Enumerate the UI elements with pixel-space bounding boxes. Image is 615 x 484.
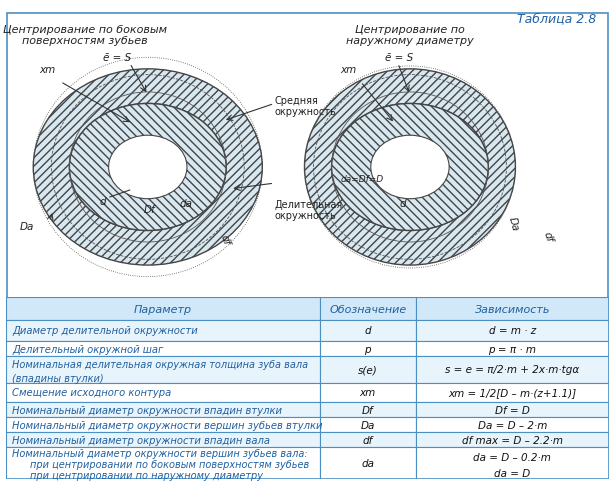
Ellipse shape [331,104,488,231]
Ellipse shape [109,136,187,199]
Text: Диаметр делительной окружности: Диаметр делительной окружности [12,326,198,336]
Text: s(e): s(e) [358,365,378,375]
Bar [320,432,416,447]
Text: Номинальный диаметр окружности впадин втулки: Номинальный диаметр окружности впадин вт… [12,405,282,415]
Ellipse shape [33,70,263,266]
Text: p = π · m: p = π · m [488,344,536,354]
Text: xm = 1/2[D – m·(z+1.1)]: xm = 1/2[D – m·(z+1.1)] [448,388,576,398]
Bar [6,417,320,432]
Text: при центрировании по наружному диаметру: при центрировании по наружному диаметру [30,470,263,480]
Text: Центрирование по
наружному диаметру: Центрирование по наружному диаметру [346,25,474,46]
Bar [320,383,416,402]
Text: da = D: da = D [494,468,531,478]
Text: Смещение исходного контура: Смещение исходного контура [12,388,172,398]
Bar [6,320,320,341]
Bar [416,432,609,447]
Text: xm: xm [39,64,55,75]
Bar [320,402,416,417]
Text: da: da [361,458,375,468]
Bar [416,320,609,341]
Bar [320,320,416,341]
Text: Центрирование по боковым
поверхностям зубьев: Центрирование по боковым поверхностям зу… [2,25,167,46]
Text: Номинальный диаметр окружности вершин зубьев втулки: Номинальный диаметр окружности вершин зу… [12,420,323,430]
Bar [320,298,416,320]
Text: da: da [180,199,192,209]
Text: Df = D: Df = D [495,405,530,415]
Text: (впадины втулки): (впадины втулки) [12,373,104,383]
Text: Da: Da [360,420,375,430]
Bar [6,432,320,447]
Text: Df: Df [143,205,155,214]
Bar [416,383,609,402]
Text: da = D – 0.2·m: da = D – 0.2·m [474,452,552,462]
Bar [416,298,609,320]
Bar [416,402,609,417]
Bar [320,356,416,383]
Text: xm: xm [360,388,376,398]
Bar [416,447,609,479]
Text: d: d [399,199,406,209]
Text: ē = S: ē = S [384,53,413,63]
Text: d: d [100,197,106,207]
Ellipse shape [331,104,488,231]
Text: Df: Df [362,405,373,415]
Text: при центрировании по боковым поверхностям зубьев: при центрировании по боковым поверхностя… [30,459,309,469]
Ellipse shape [304,70,515,266]
Text: p: p [365,344,371,354]
Bar [416,417,609,432]
Bar [416,341,609,356]
Bar [6,356,320,383]
Text: Номинальный диаметр окружности впадин вала: Номинальный диаметр окружности впадин ва… [12,435,270,445]
Bar [320,341,416,356]
Bar [6,298,320,320]
Text: Параметр: Параметр [134,304,192,314]
Text: s = e = π/2·m + 2x·m·tgα: s = e = π/2·m + 2x·m·tgα [445,365,579,375]
Text: ē = S: ē = S [103,53,131,63]
Text: Таблица 2.8: Таблица 2.8 [517,12,597,25]
Text: d = m · z: d = m · z [489,326,536,336]
Text: Делительная
окружность: Делительная окружность [274,199,343,221]
Text: Зависимость: Зависимость [475,304,550,314]
Bar [6,383,320,402]
Text: df: df [218,233,231,246]
Text: Средняя
окружность: Средняя окружность [274,96,336,117]
Text: da=Df=D: da=Df=D [341,175,384,184]
Text: Обозначение: Обозначение [329,304,407,314]
Ellipse shape [371,136,449,199]
Text: Номинальная делительная окружная толщина зуба вала: Номинальная делительная окружная толщина… [12,360,308,369]
Text: Da: Da [506,215,520,232]
Bar [6,447,320,479]
Text: Номинальный диаметр окружности вершин зубьев вала:: Номинальный диаметр окружности вершин зу… [12,449,308,458]
Text: Делительный окружной шаг: Делительный окружной шаг [12,344,164,354]
Bar [416,356,609,383]
Bar [320,447,416,479]
Ellipse shape [69,104,226,231]
Text: df: df [363,435,373,445]
Bar [6,402,320,417]
Text: d: d [365,326,371,336]
Text: Da = D – 2·m: Da = D – 2·m [478,420,547,430]
Text: df: df [541,230,554,243]
Text: df max = D – 2.2·m: df max = D – 2.2·m [462,435,563,445]
Ellipse shape [69,104,226,231]
FancyBboxPatch shape [7,15,608,299]
Text: xm: xm [341,64,357,75]
Text: Da: Da [20,222,34,232]
Bar [320,417,416,432]
Bar [6,341,320,356]
